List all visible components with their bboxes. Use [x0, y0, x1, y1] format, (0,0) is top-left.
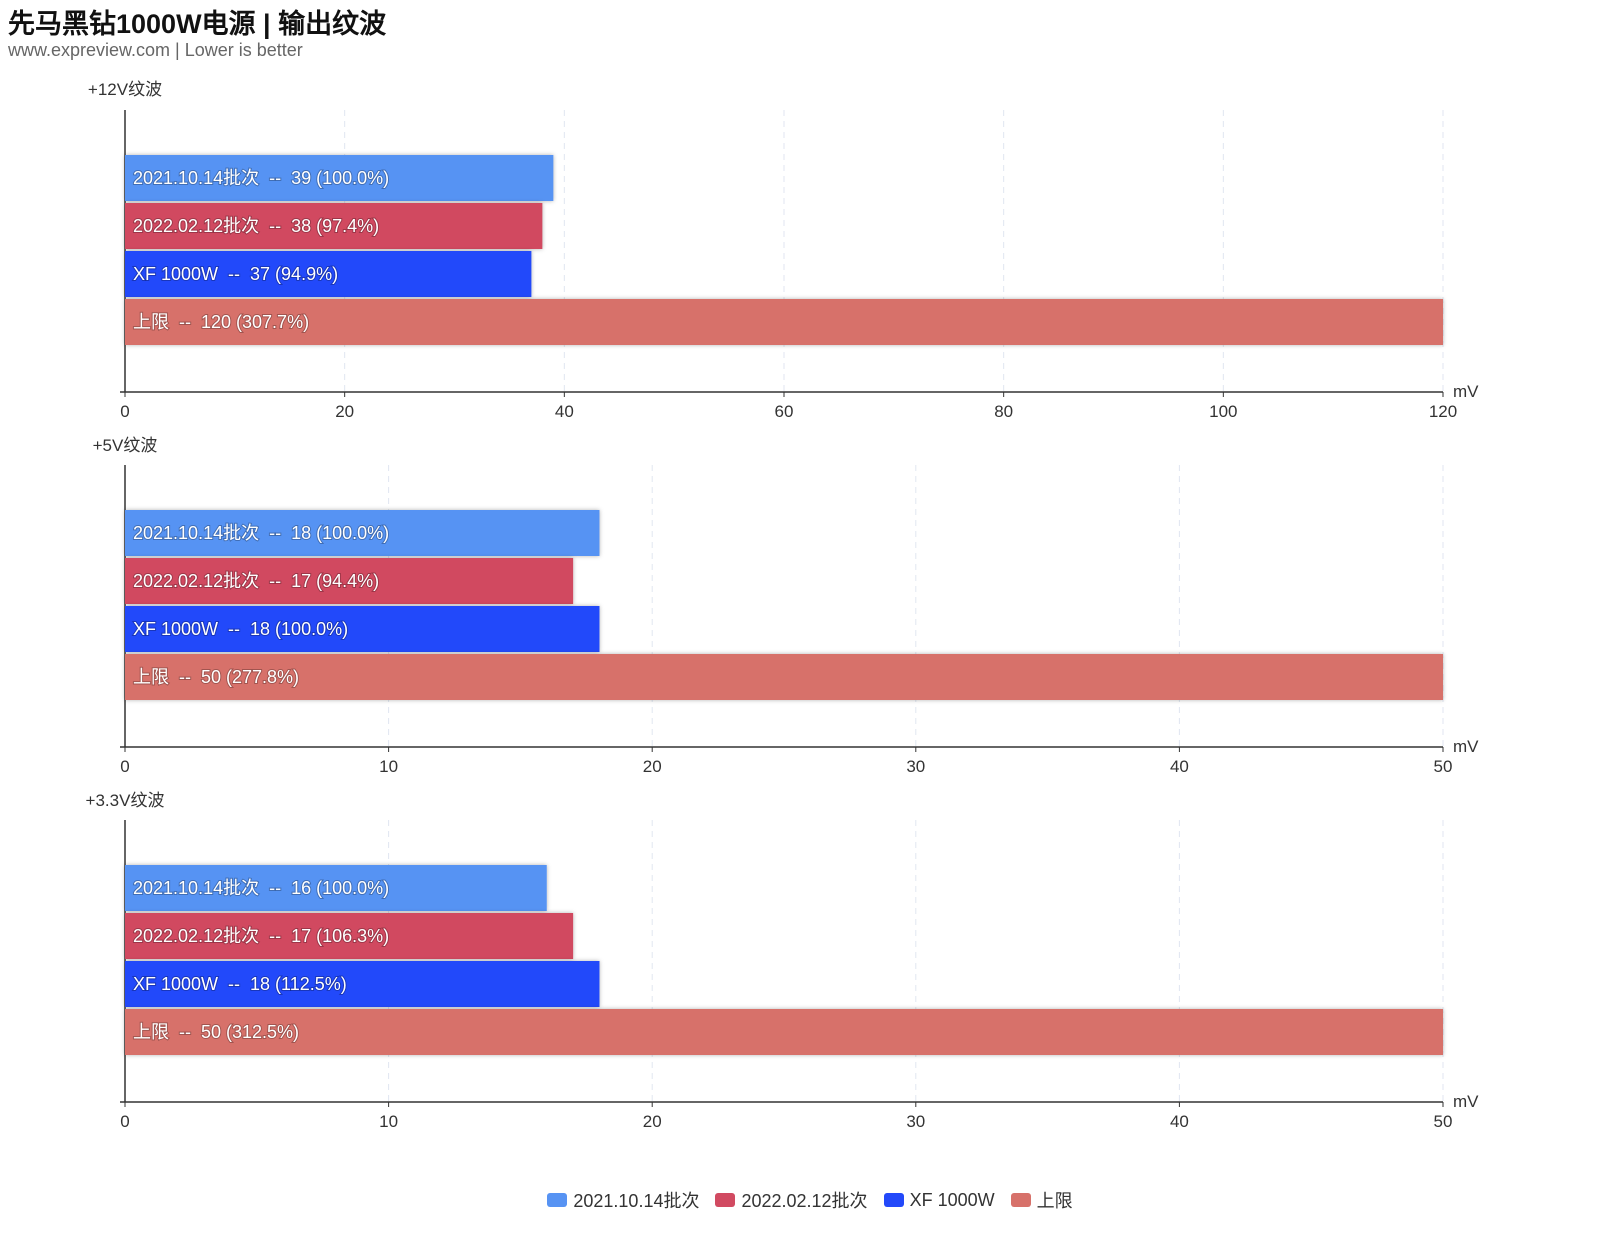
bar — [125, 606, 600, 652]
x-tick-label: 120 — [1429, 402, 1457, 421]
legend-label: 2022.02.12批次 — [741, 1191, 868, 1211]
bar-label: 上限 -- 120 (307.7%) — [133, 312, 309, 332]
legend-item-batch-2022[interactable]: 2022.02.12批次 — [715, 1187, 868, 1213]
bar-label: XF 1000W -- 37 (94.9%) — [133, 264, 338, 284]
bar-label: XF 1000W -- 18 (100.0%) — [133, 619, 348, 639]
legend-item-xf1000w[interactable]: XF 1000W — [883, 1187, 995, 1213]
bar-label: 2022.02.12批次 -- 17 (106.3%) — [133, 926, 389, 946]
bar-label: 2021.10.14批次 -- 18 (100.0%) — [133, 523, 389, 543]
x-tick-label: 100 — [1209, 402, 1237, 421]
x-tick-label: 20 — [643, 1112, 662, 1131]
bar-label: 2021.10.14批次 -- 16 (100.0%) — [133, 878, 389, 898]
chart-title: 先马黑钻1000W电源 | 输出纹波 — [8, 9, 387, 39]
x-tick-label: 50 — [1434, 1112, 1453, 1131]
panel-title: +3.3V纹波 — [86, 791, 165, 810]
bar — [125, 961, 600, 1007]
bar — [125, 1009, 1443, 1055]
legend-item-limit[interactable]: 上限 — [1010, 1187, 1073, 1213]
bar — [125, 203, 543, 249]
x-tick-label: 30 — [906, 757, 925, 776]
bar-label: 上限 -- 50 (277.8%) — [133, 667, 299, 687]
x-axis-unit: mV — [1453, 737, 1479, 756]
x-tick-label: 60 — [775, 402, 794, 421]
x-tick-label: 10 — [379, 757, 398, 776]
legend-label: XF 1000W — [909, 1189, 995, 1210]
x-tick-label: 0 — [120, 757, 129, 776]
bar — [125, 913, 574, 959]
legend-item-batch-2021[interactable]: 2021.10.14批次 — [547, 1187, 699, 1213]
x-tick-label: 40 — [1170, 1112, 1189, 1131]
bar-label: XF 1000W -- 18 (112.5%) — [133, 974, 347, 994]
x-tick-label: 30 — [906, 1112, 925, 1131]
legend-swatch — [547, 1193, 568, 1207]
x-tick-label: 50 — [1434, 757, 1453, 776]
bar — [125, 865, 547, 911]
bar — [125, 510, 600, 556]
x-tick-label: 80 — [994, 402, 1013, 421]
legend-label: 2021.10.14批次 — [573, 1191, 700, 1211]
x-tick-label: 20 — [335, 402, 354, 421]
bar — [125, 155, 554, 201]
bar — [125, 654, 1443, 700]
bar — [125, 558, 574, 604]
x-axis-unit: mV — [1453, 382, 1479, 401]
x-tick-label: 0 — [120, 402, 129, 421]
x-tick-label: 10 — [379, 1112, 398, 1131]
x-tick-label: 0 — [120, 1112, 129, 1131]
bar — [125, 299, 1443, 345]
legend-swatch — [883, 1193, 904, 1207]
legend-label: 上限 — [1036, 1191, 1073, 1211]
panel-title: +12V纹波 — [88, 80, 162, 99]
bar — [125, 251, 532, 297]
x-tick-label: 20 — [643, 757, 662, 776]
bar-label: 上限 -- 50 (312.5%) — [133, 1022, 299, 1042]
legend-swatch — [715, 1193, 736, 1207]
x-tick-label: 40 — [555, 402, 574, 421]
chart-subtitle: www.expreview.com | Lower is better — [8, 40, 303, 60]
bar-label: 2022.02.12批次 -- 17 (94.4%) — [133, 571, 379, 591]
legend: 2021.10.14批次 2022.02.12批次 XF 1000W 上限 — [0, 1187, 1620, 1213]
x-axis-unit: mV — [1453, 1092, 1479, 1111]
panel-title: +5V纹波 — [93, 436, 158, 455]
x-tick-label: 40 — [1170, 757, 1189, 776]
bar-label: 2022.02.12批次 -- 38 (97.4%) — [133, 216, 379, 236]
bar-label: 2021.10.14批次 -- 39 (100.0%) — [133, 168, 389, 188]
legend-swatch — [1010, 1193, 1031, 1207]
